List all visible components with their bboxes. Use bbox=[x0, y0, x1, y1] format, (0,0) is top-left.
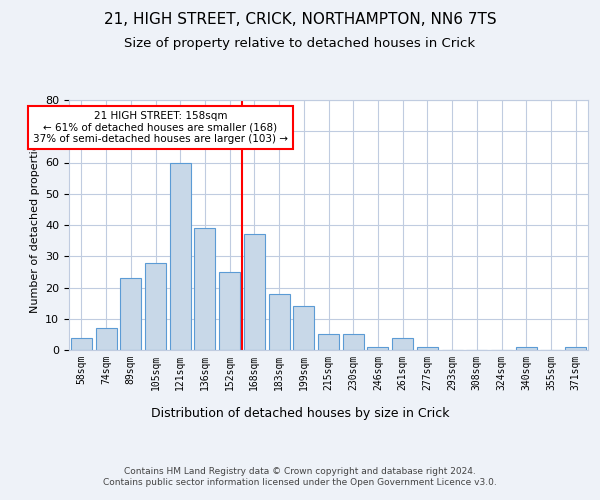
Bar bbox=[367, 347, 388, 350]
Bar bbox=[71, 338, 92, 350]
Bar bbox=[145, 262, 166, 350]
Bar bbox=[343, 334, 364, 350]
Bar bbox=[95, 328, 116, 350]
Bar bbox=[516, 347, 537, 350]
Bar bbox=[194, 228, 215, 350]
Bar bbox=[219, 272, 240, 350]
Bar bbox=[293, 306, 314, 350]
Bar bbox=[170, 162, 191, 350]
Text: 21 HIGH STREET: 158sqm
← 61% of detached houses are smaller (168)
37% of semi-de: 21 HIGH STREET: 158sqm ← 61% of detached… bbox=[33, 111, 288, 144]
Bar bbox=[565, 347, 586, 350]
Bar bbox=[417, 347, 438, 350]
Y-axis label: Number of detached properties: Number of detached properties bbox=[29, 138, 40, 312]
Text: 21, HIGH STREET, CRICK, NORTHAMPTON, NN6 7TS: 21, HIGH STREET, CRICK, NORTHAMPTON, NN6… bbox=[104, 12, 496, 28]
Text: Contains HM Land Registry data © Crown copyright and database right 2024.
Contai: Contains HM Land Registry data © Crown c… bbox=[103, 468, 497, 487]
Text: Distribution of detached houses by size in Crick: Distribution of detached houses by size … bbox=[151, 408, 449, 420]
Text: Size of property relative to detached houses in Crick: Size of property relative to detached ho… bbox=[124, 38, 476, 51]
Bar bbox=[244, 234, 265, 350]
Bar bbox=[318, 334, 339, 350]
Bar bbox=[120, 278, 141, 350]
Bar bbox=[392, 338, 413, 350]
Bar bbox=[269, 294, 290, 350]
